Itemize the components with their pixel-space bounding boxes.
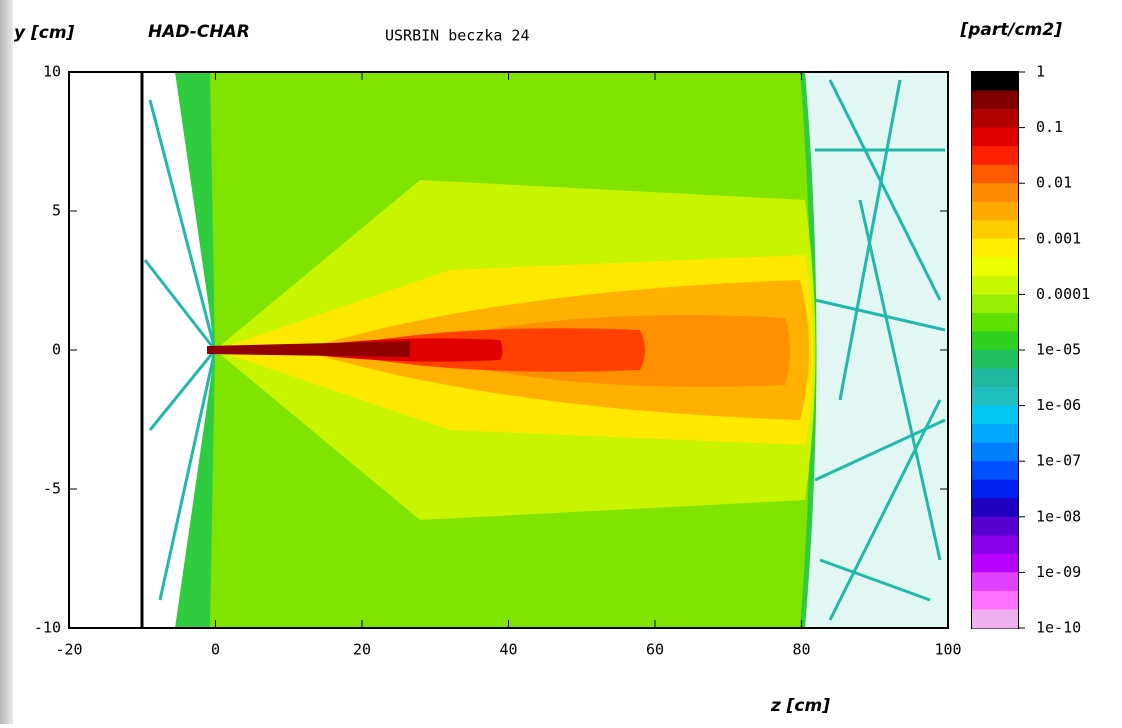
colorbar-band: [972, 461, 1018, 481]
colorbar-band: [972, 127, 1018, 147]
colorbar-tick-label: 1e-08: [1036, 507, 1081, 525]
colorbar-band: [972, 424, 1018, 444]
colorbar-tick-label: 1: [1036, 63, 1045, 81]
colorbar-tick-label: 1e-07: [1036, 452, 1081, 470]
colorbar-band: [972, 220, 1018, 240]
colorbar-tick-label: 0.001: [1036, 229, 1081, 247]
x-tick-label: 0: [211, 641, 220, 659]
sparse-tracks: [143, 79, 946, 621]
colorbar-band: [972, 572, 1018, 592]
x-tick-label: -20: [55, 641, 82, 659]
x-tick-label: 80: [792, 641, 810, 659]
colorbar-band: [972, 590, 1018, 610]
colorbar-tick-label: 0.1: [1036, 118, 1063, 136]
plot-label: HAD-CHAR: [148, 22, 250, 42]
colorbar-band: [972, 164, 1018, 184]
colorbar-tick-label: 1e-06: [1036, 396, 1081, 414]
y-tick-label: -5: [43, 480, 61, 498]
y-axis-label: y [cm]: [14, 23, 75, 43]
colorbar-band: [972, 294, 1018, 314]
colorbar-band: [972, 387, 1018, 407]
x-tick-label: 60: [646, 641, 664, 659]
colorbar-band: [972, 257, 1018, 277]
colorbar-band: [972, 331, 1018, 351]
colorbar-tick-label: 0.01: [1036, 174, 1072, 192]
y-tick-label: 5: [52, 202, 61, 220]
colorbar-band: [972, 238, 1018, 258]
colorbar-band: [972, 609, 1018, 629]
colorbar-band: [972, 442, 1018, 462]
colorbar-band: [972, 183, 1018, 203]
x-tick-label: 40: [499, 641, 517, 659]
x-axis-label: z [cm]: [770, 696, 830, 716]
x-tick-label: 20: [353, 641, 371, 659]
y-tick-label: 10: [43, 63, 61, 81]
colorbar-band: [972, 72, 1018, 92]
colorbar-tick-label: 1e-10: [1036, 619, 1081, 637]
colorbar-tick-label: 1e-05: [1036, 341, 1081, 359]
colorbar-band: [972, 368, 1018, 388]
colorbar-band: [972, 535, 1018, 555]
colorbar-label: [part/cm2]: [959, 20, 1062, 40]
colorbar-band: [972, 146, 1018, 166]
colorbar-band: [972, 109, 1018, 129]
colorbar-band: [972, 90, 1018, 110]
sparse-region: [805, 72, 948, 628]
colorbar-band: [972, 516, 1018, 536]
side-strip: [0, 0, 13, 724]
colorbar-band: [972, 479, 1018, 499]
y-tick-label: -10: [34, 619, 61, 637]
colorbar-band: [972, 350, 1018, 370]
colorbar-band: [972, 275, 1018, 295]
colorbar-band: [972, 201, 1018, 221]
colorbar-band: [972, 405, 1018, 425]
colorbar-tick-label: 0.0001: [1036, 285, 1090, 303]
y-tick-label: 0: [52, 341, 61, 359]
x-tick-label: 100: [934, 641, 961, 659]
colorbar-band: [972, 312, 1018, 332]
zone-dark-red: [207, 341, 410, 357]
colorbar-tick-label: 1e-09: [1036, 563, 1081, 581]
colorbar-band: [972, 498, 1018, 518]
colorbar-band: [972, 553, 1018, 573]
chart-title: USRBIN beczka 24: [385, 27, 530, 45]
field-map: [143, 72, 948, 628]
